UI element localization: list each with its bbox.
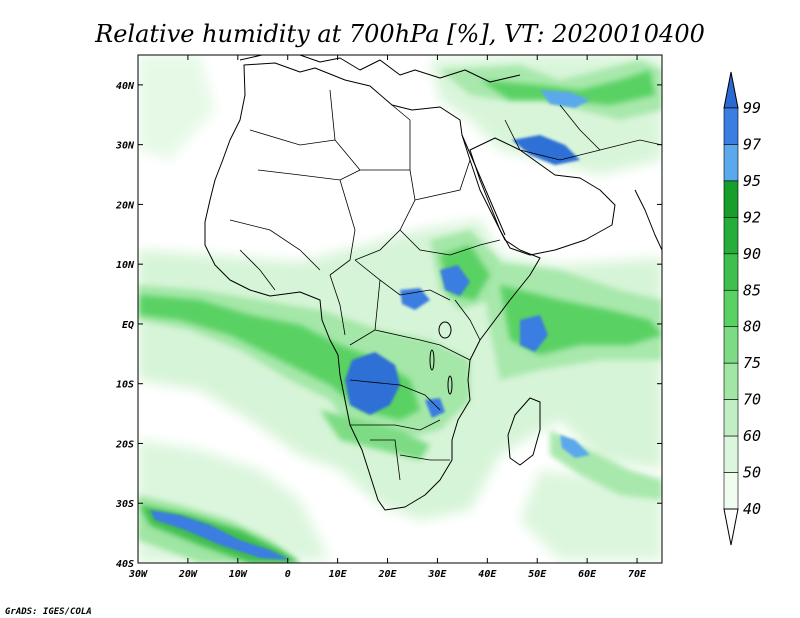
colorbar-label: 85	[743, 281, 761, 299]
x-tick-label: 10W	[229, 569, 248, 580]
colorbar-label: 90	[743, 245, 761, 263]
colorbar-label: 70	[743, 391, 761, 409]
y-tick-label: 20S	[115, 439, 134, 450]
x-tick-label: 10E	[329, 569, 348, 580]
humidity-saturated-cores	[150, 90, 590, 560]
grads-credit: GrADS: IGES/COLA	[5, 607, 92, 617]
colorbar-segment	[723, 472, 739, 510]
x-tick-label: 50E	[528, 569, 547, 580]
colorbar-segment	[723, 326, 739, 364]
colorbar-segment	[723, 217, 739, 255]
colorbar-segment	[723, 253, 739, 291]
country-borders	[229, 89, 662, 481]
x-tick-label: 0	[285, 569, 291, 580]
x-tick-label: 30E	[427, 569, 447, 580]
y-tick-label: 40S	[116, 559, 134, 570]
x-tick-label: 70E	[628, 569, 647, 580]
colorbar-segment	[723, 107, 739, 145]
colorbar: 99 97 95 92 90 85 80 75 70 60 50 40	[723, 71, 761, 546]
x-axis-ticks: 30W 20W 10W 0 10E 20E 30E 40E 50E 60E 70E	[128, 55, 647, 580]
coastline-arabia	[469, 137, 616, 256]
coastline-india	[634, 189, 662, 251]
x-tick-label: 30W	[128, 569, 148, 580]
map-title: Relative humidity at 700hPa [%], VT: 202…	[94, 20, 705, 48]
x-tick-label: 20W	[178, 569, 198, 580]
colorbar-segment	[723, 362, 739, 400]
colorbar-segment	[723, 180, 739, 218]
colorbar-label: 97	[743, 135, 761, 153]
colorbar-top-arrow	[723, 71, 739, 109]
lake-malawi	[447, 375, 453, 395]
colorbar-label: 50	[743, 464, 761, 482]
colorbar-segment	[723, 435, 739, 473]
y-tick-label: 30S	[115, 499, 134, 510]
colorbar-label: 80	[743, 318, 761, 336]
y-tick-label: 20N	[115, 200, 135, 211]
x-tick-label: 60E	[578, 569, 597, 580]
y-tick-label: EQ	[122, 320, 134, 331]
coastline-madagascar	[507, 397, 541, 466]
humidity-field	[138, 55, 662, 563]
coastlines	[204, 55, 662, 511]
x-tick-label: 40E	[478, 569, 497, 580]
map-frame	[137, 54, 663, 564]
colorbar-bottom-arrow	[723, 508, 739, 546]
lake-tanganyika	[429, 349, 435, 371]
colorbar-label: 40	[743, 500, 761, 518]
y-axis-ticks: 40N 30N 20N 10N EQ 10S 20S 30S 40S	[115, 81, 662, 570]
x-tick-label: 20E	[377, 569, 397, 580]
lake-victoria	[438, 321, 452, 339]
colorbar-segment	[723, 399, 739, 437]
y-tick-label: 30N	[115, 141, 135, 152]
y-tick-label: 10S	[116, 380, 134, 391]
colorbar-label: 60	[743, 427, 761, 445]
coastline-europe	[239, 55, 521, 83]
colorbar-segment	[723, 289, 739, 328]
colorbar-label: 75	[743, 354, 761, 372]
colorbar-label: 95	[743, 172, 761, 190]
coastline-red-sea	[461, 134, 506, 236]
y-tick-label: 10N	[116, 260, 135, 271]
colorbar-label: 92	[743, 208, 761, 226]
lakes	[429, 321, 453, 395]
colorbar-segment	[723, 144, 739, 182]
coastline-africa	[204, 62, 541, 511]
colorbar-label: 99	[743, 99, 761, 117]
map-panel: 30W 20W 10W 0 10E 20E 30E 40E 50E 60E 70E 40N 30N 20…	[115, 54, 663, 580]
y-tick-label: 40N	[116, 81, 135, 92]
